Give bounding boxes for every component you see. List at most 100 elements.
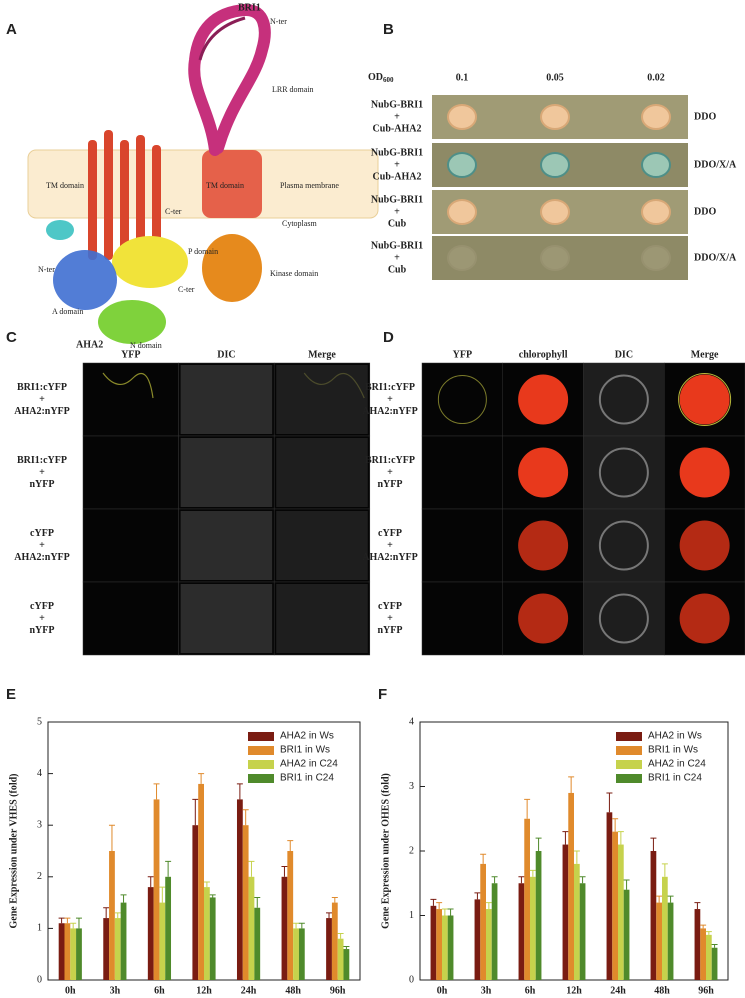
medium-label: DDO/X/A [694,252,737,263]
construct-label: NubG-BRI1 [371,99,423,110]
label: Kinase domain [270,269,318,278]
row-label: + [387,467,393,478]
a-domain-shape [53,250,117,310]
dic-texture [276,365,368,434]
n-domain-shape [98,300,166,344]
legend-label: AHA2 in Ws [280,731,334,742]
label: TM domain [46,181,84,190]
panel-letter: F [378,686,387,703]
row-label: + [39,394,45,405]
column-header: chlorophyll [519,349,568,360]
micrograph [583,362,665,437]
column-header: DIC [615,349,633,360]
error-bar [656,895,663,903]
error-bar [568,776,575,793]
error-bar [326,912,333,919]
colony [540,199,570,225]
construct-label: NubG-BRI1 [371,194,423,205]
error-bar [165,860,172,877]
row-label: nYFP [378,479,403,490]
row-label: BRI1:cYFP [365,455,415,466]
x-tick-label: 6h [154,985,165,996]
bar [530,876,536,980]
row-label: + [387,394,393,405]
legend-swatch [616,732,642,741]
error-bar [236,783,243,800]
bar [120,902,127,980]
label: N domain [130,341,162,350]
dic-cell [598,593,649,644]
y-tick-label: 0 [409,974,414,985]
bar [236,799,243,980]
dic-cell [598,374,649,425]
concentration-label: 0.1 [456,72,469,83]
bar [568,792,574,980]
error-bar [298,922,305,929]
bar [656,902,662,980]
bar [524,818,530,980]
dic-texture [276,438,368,507]
bar [70,928,77,980]
micrograph [583,435,665,510]
colony [447,152,477,178]
helix [88,140,97,260]
column-header: YFP [121,349,140,360]
dic-texture [180,438,273,507]
colony [447,245,477,271]
bar [209,897,216,980]
bar [662,876,668,980]
bar [606,812,613,980]
bar [667,902,674,980]
row-label: nYFP [378,625,403,636]
error-bar [524,798,531,819]
construct-label: NubG-BRI1 [371,240,423,251]
helix [152,145,161,255]
merge-signal [678,373,732,426]
error-bar [64,917,71,924]
error-bar [58,917,65,924]
bar [491,883,498,980]
construct-label: Cub-AHA2 [373,123,422,134]
error-bar [441,908,448,916]
chloroplast-cell [679,520,730,571]
bar [254,907,261,980]
y-tick-label: 2 [37,871,42,882]
error-bar [705,931,712,935]
error-bar [248,860,255,877]
error-bar [579,876,586,884]
row-label: + [39,467,45,478]
bar [436,909,442,980]
label: C-ter [178,285,195,294]
legend-label: AHA2 in C24 [280,759,338,770]
bar [711,947,718,980]
helix [136,135,145,255]
row-label: nYFP [30,625,55,636]
micrograph [421,362,503,437]
construct-label: NubG-BRI1 [371,147,423,158]
error-bar [529,869,536,877]
micrograph [421,435,503,510]
dic-texture [276,584,368,653]
bar [574,863,580,980]
construct-label: + [394,159,400,170]
y-tick-label: 5 [37,716,42,727]
bar [430,905,437,980]
x-tick-label: 3h [481,985,492,996]
column-header: Merge [691,349,719,360]
y-tick-label: 2 [409,845,414,856]
row-label: cYFP [378,528,402,539]
error-bar [535,837,542,851]
panel-letter: D [383,329,394,346]
x-tick-label: 0h [437,985,448,996]
y-axis-label: Gene Expression under OHES (fold) [380,773,391,929]
panel-letter: A [6,21,17,38]
helix [120,140,129,255]
y-axis-label: Gene Expression under VHES (fold) [8,773,19,928]
error-bar [430,898,437,906]
chloroplast-cell [518,447,569,498]
column-header: YFP [453,349,472,360]
bar [612,831,618,980]
row-label: cYFP [30,528,54,539]
error-bar [159,886,166,903]
label: A domain [52,307,83,316]
